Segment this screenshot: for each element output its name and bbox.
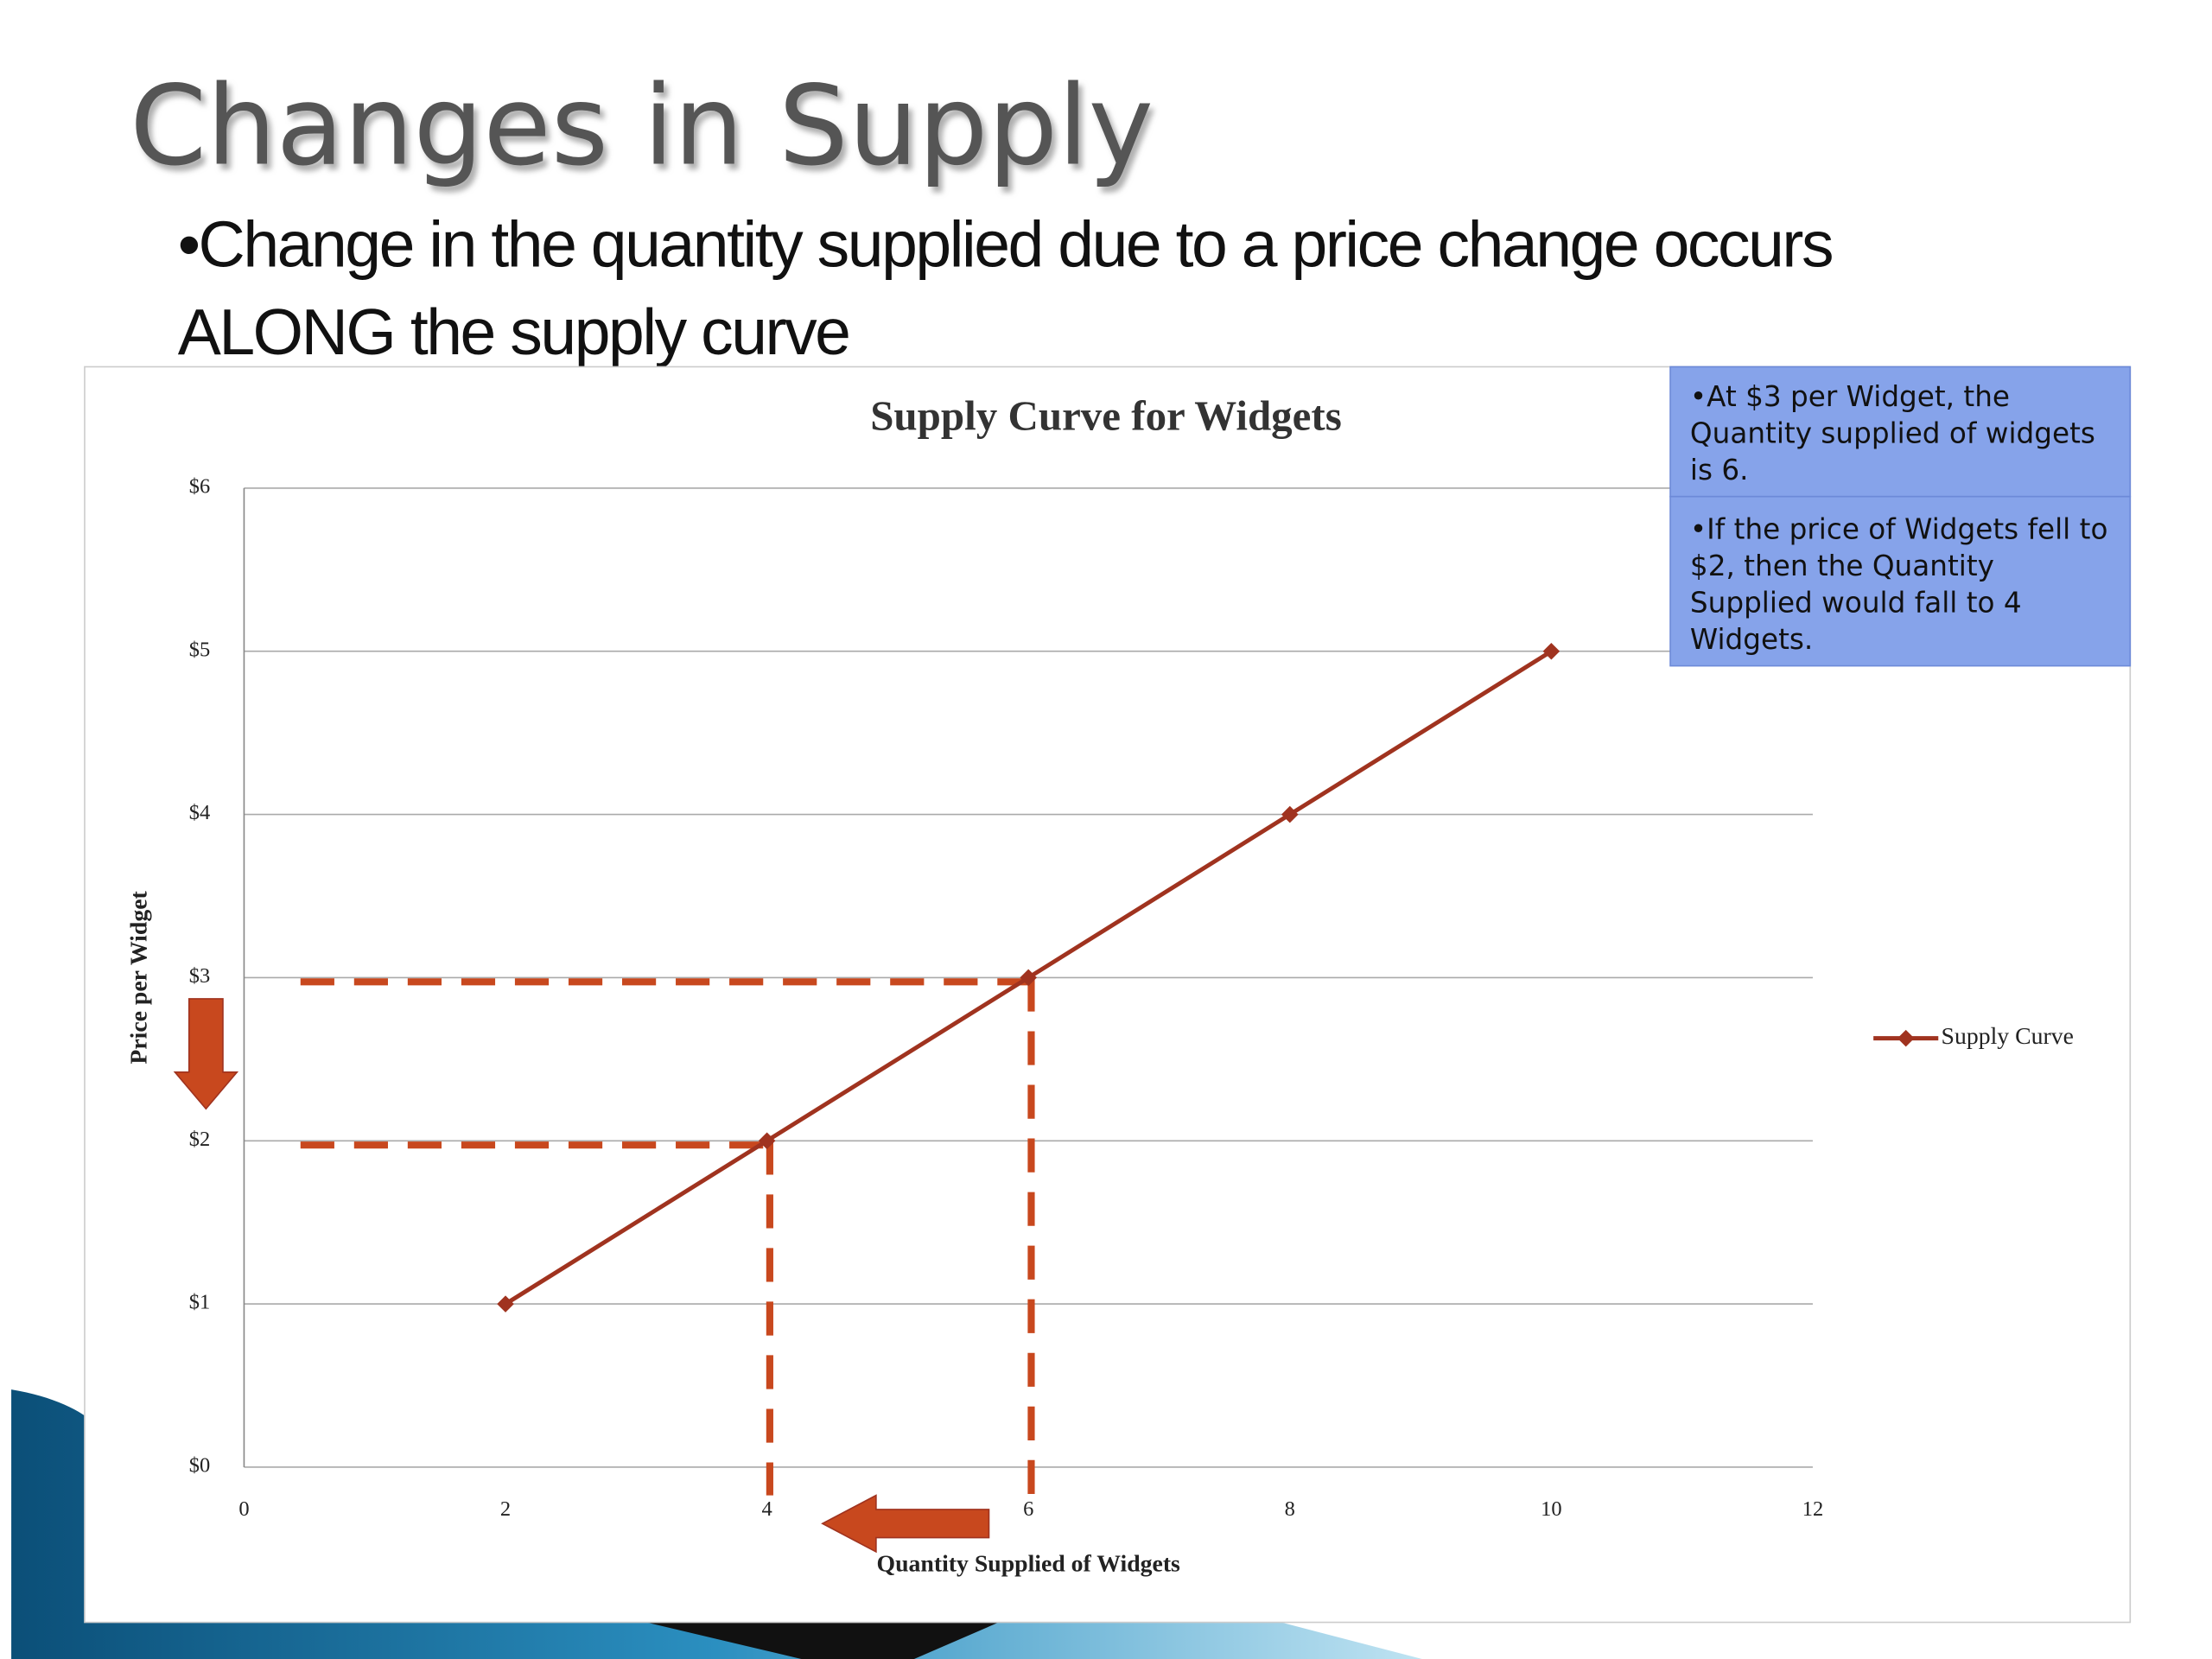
x-tick-label: 6 [1023,1497,1033,1521]
data-point [1020,969,1037,987]
y-tick-label: $6 [189,475,210,499]
legend-marker [1897,1029,1915,1047]
annotation-text: •If the price of Widgets fell to $2, the… [1689,512,2108,657]
x-tick-label: 12 [1802,1497,1823,1521]
annotation-box [1669,365,2132,498]
x-tick-label: 2 [500,1497,511,1521]
x-tick-label: 0 [238,1497,249,1521]
data-point [497,1295,514,1313]
x-tick-label: 10 [1541,1497,1561,1521]
y-axis-label: Price per Widget [126,890,153,1064]
annotation: •At $3 per Widget, the Quantity supplied… [1689,379,2095,487]
y-tick-label: $1 [189,1291,210,1314]
y-tick-label: $3 [189,964,210,988]
annotation: •If the price of Widgets fell to $2, the… [1689,512,2108,657]
background-stripe [645,1622,999,1659]
down-arrow [173,998,239,1110]
y-tick-label: $0 [189,1454,210,1478]
reference-line [300,977,1035,1496]
background-wave [11,1389,1422,1659]
x-tick-label: 4 [762,1497,772,1521]
y-tick-label: $2 [189,1128,210,1151]
y-tick-label: $4 [189,801,210,824]
annotation-box [1669,495,2132,667]
x-tick-label: 8 [1285,1497,1295,1521]
data-point [1281,805,1299,823]
bullet-box: •Change in the quantity supplied due to … [177,207,1834,369]
x-axis-label: Quantity Supplied of Widgets [877,1551,1181,1578]
annotation-text: •At $3 per Widget, the Quantity supplied… [1689,379,2095,487]
legend-label: Supply Curve [1942,1023,2074,1050]
chart-title: Supply Curve for Widgets [870,392,1342,440]
slide-title: Changes in Supply [130,63,1154,191]
bullet-text: •Change in the quantity supplied due to … [177,207,1834,369]
y-tick-label: $5 [189,638,210,661]
reference-line [300,1141,773,1496]
left-arrow [821,1494,990,1554]
